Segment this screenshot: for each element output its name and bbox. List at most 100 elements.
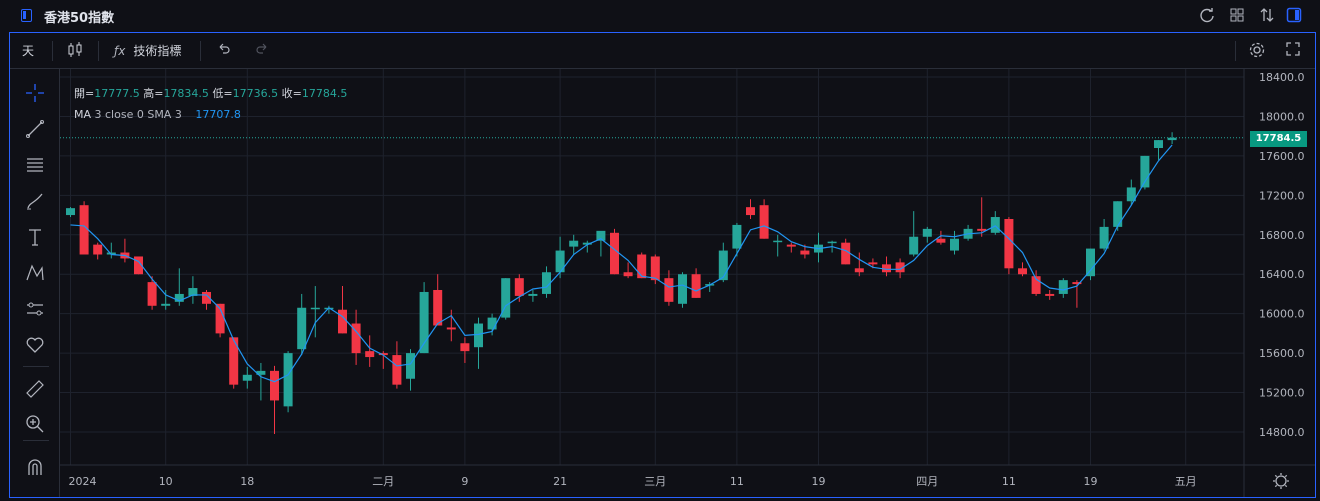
candle-body bbox=[800, 250, 810, 255]
candle-body bbox=[582, 242, 592, 245]
candle-body bbox=[732, 224, 742, 249]
candle-body bbox=[786, 244, 796, 247]
fullscreen-icon[interactable] bbox=[1285, 41, 1301, 60]
price-tick-label: 16400.0 bbox=[1259, 268, 1305, 281]
candle-body bbox=[297, 307, 307, 350]
candle-body bbox=[270, 370, 279, 401]
time-tick-label: 19 bbox=[812, 475, 826, 488]
price-tick-label: 17600.0 bbox=[1259, 150, 1305, 163]
settings-icon[interactable] bbox=[1248, 41, 1266, 62]
candle-body bbox=[1126, 187, 1136, 202]
candle-body bbox=[1154, 140, 1163, 148]
candle-body bbox=[542, 272, 551, 294]
toolbar-divider bbox=[200, 41, 201, 61]
candle-body bbox=[773, 240, 783, 243]
price-tick-label: 14800.0 bbox=[1259, 426, 1305, 439]
candle-body bbox=[936, 238, 946, 243]
close-label: 收= bbox=[281, 87, 302, 100]
candle-body bbox=[1113, 201, 1123, 227]
candle-series bbox=[66, 132, 1177, 434]
close-value: 17784.5 bbox=[301, 87, 348, 100]
open-label: 開= bbox=[74, 87, 95, 100]
candle-body bbox=[378, 353, 388, 356]
candle-body bbox=[310, 307, 320, 310]
heart-icon[interactable] bbox=[24, 334, 46, 356]
candle-body bbox=[460, 343, 470, 352]
time-tick-label: 三月 bbox=[644, 475, 666, 488]
indicators-label: 技術指標 bbox=[133, 44, 182, 58]
candle-body bbox=[474, 323, 483, 348]
candle-body bbox=[868, 262, 878, 265]
restart-icon[interactable] bbox=[1199, 7, 1215, 27]
ma-line bbox=[70, 144, 1173, 383]
prediction-icon[interactable] bbox=[24, 298, 46, 320]
candle-body bbox=[215, 303, 225, 334]
candle-body bbox=[990, 217, 1000, 233]
candle-body bbox=[1004, 219, 1014, 269]
toolbar-divider bbox=[98, 41, 99, 61]
pattern-icon[interactable] bbox=[24, 262, 46, 284]
symbol-panel-icon[interactable] bbox=[21, 9, 32, 22]
price-tick-label: 15200.0 bbox=[1259, 387, 1305, 400]
ma-value: 17707.8 bbox=[195, 108, 241, 121]
interval-button[interactable]: 天 bbox=[22, 44, 35, 58]
ma-legend[interactable]: MA 3 close 0 SMA 3 17707.8 bbox=[74, 108, 241, 121]
candle-body bbox=[691, 274, 701, 298]
time-tick-label: 19 bbox=[1084, 475, 1098, 488]
candle-body bbox=[623, 272, 633, 277]
axis-settings-icon[interactable] bbox=[1273, 473, 1289, 489]
price-axis: 18400.0 18000.0 17600.0 17200.0 16800.0 16400… bbox=[1259, 71, 1305, 439]
crosshair-icon[interactable] bbox=[24, 82, 46, 104]
undo-icon[interactable] bbox=[216, 41, 232, 60]
candle-body bbox=[909, 236, 919, 255]
top-bar: 香港50指數 bbox=[0, 0, 1320, 32]
candle-body bbox=[650, 256, 660, 281]
candle-body bbox=[841, 242, 851, 265]
toolbar-divider bbox=[1235, 41, 1236, 61]
candle-body bbox=[1058, 280, 1068, 294]
candle-body bbox=[1099, 226, 1109, 249]
chart-grid bbox=[60, 69, 1244, 465]
high-label: 高= bbox=[143, 87, 164, 100]
text-icon[interactable] bbox=[24, 226, 46, 248]
candle-body bbox=[759, 205, 769, 239]
candle-body bbox=[514, 278, 524, 296]
candle-body bbox=[202, 291, 211, 304]
zoom-icon[interactable] bbox=[24, 413, 46, 435]
toolbar-divider bbox=[52, 41, 53, 61]
time-tick-label: 2024 bbox=[69, 475, 97, 488]
candle-body bbox=[446, 327, 456, 330]
price-tick-label: 15600.0 bbox=[1259, 347, 1305, 360]
candle-body bbox=[854, 268, 864, 273]
candle-body bbox=[1031, 276, 1041, 294]
trend-line-icon[interactable] bbox=[24, 118, 46, 140]
candle-body bbox=[678, 274, 687, 304]
ma-params: 3 close 0 SMA 3 bbox=[94, 108, 182, 121]
magnet-icon[interactable] bbox=[24, 456, 46, 478]
candle-body bbox=[365, 351, 375, 358]
redo-icon[interactable] bbox=[254, 41, 270, 60]
time-tick-label: 21 bbox=[553, 475, 567, 488]
candle-body bbox=[1072, 282, 1082, 285]
chart-frame: 天 ƒx 技術指標 bbox=[9, 32, 1316, 498]
grid-icon[interactable] bbox=[1229, 7, 1245, 27]
candle-body bbox=[174, 293, 184, 302]
sidebar-divider bbox=[23, 440, 49, 441]
candles-icon[interactable] bbox=[66, 41, 84, 62]
candle-body bbox=[392, 355, 402, 385]
candle-body bbox=[93, 244, 103, 255]
candle-body bbox=[895, 262, 905, 273]
indicators-button[interactable]: ƒx 技術指標 bbox=[114, 42, 181, 59]
chart-toolbar: 天 ƒx 技術指標 bbox=[10, 33, 1315, 69]
brush-icon[interactable] bbox=[24, 190, 46, 212]
candle-body bbox=[242, 374, 252, 381]
panel-icon[interactable] bbox=[1286, 7, 1302, 27]
low-value: 17736.5 bbox=[232, 87, 279, 100]
low-label: 低= bbox=[212, 87, 233, 100]
sort-icon[interactable] bbox=[1259, 7, 1275, 27]
candle-body bbox=[134, 256, 143, 275]
candle-body bbox=[555, 250, 565, 273]
ruler-icon[interactable] bbox=[24, 378, 46, 400]
fib-icon[interactable] bbox=[24, 154, 46, 176]
